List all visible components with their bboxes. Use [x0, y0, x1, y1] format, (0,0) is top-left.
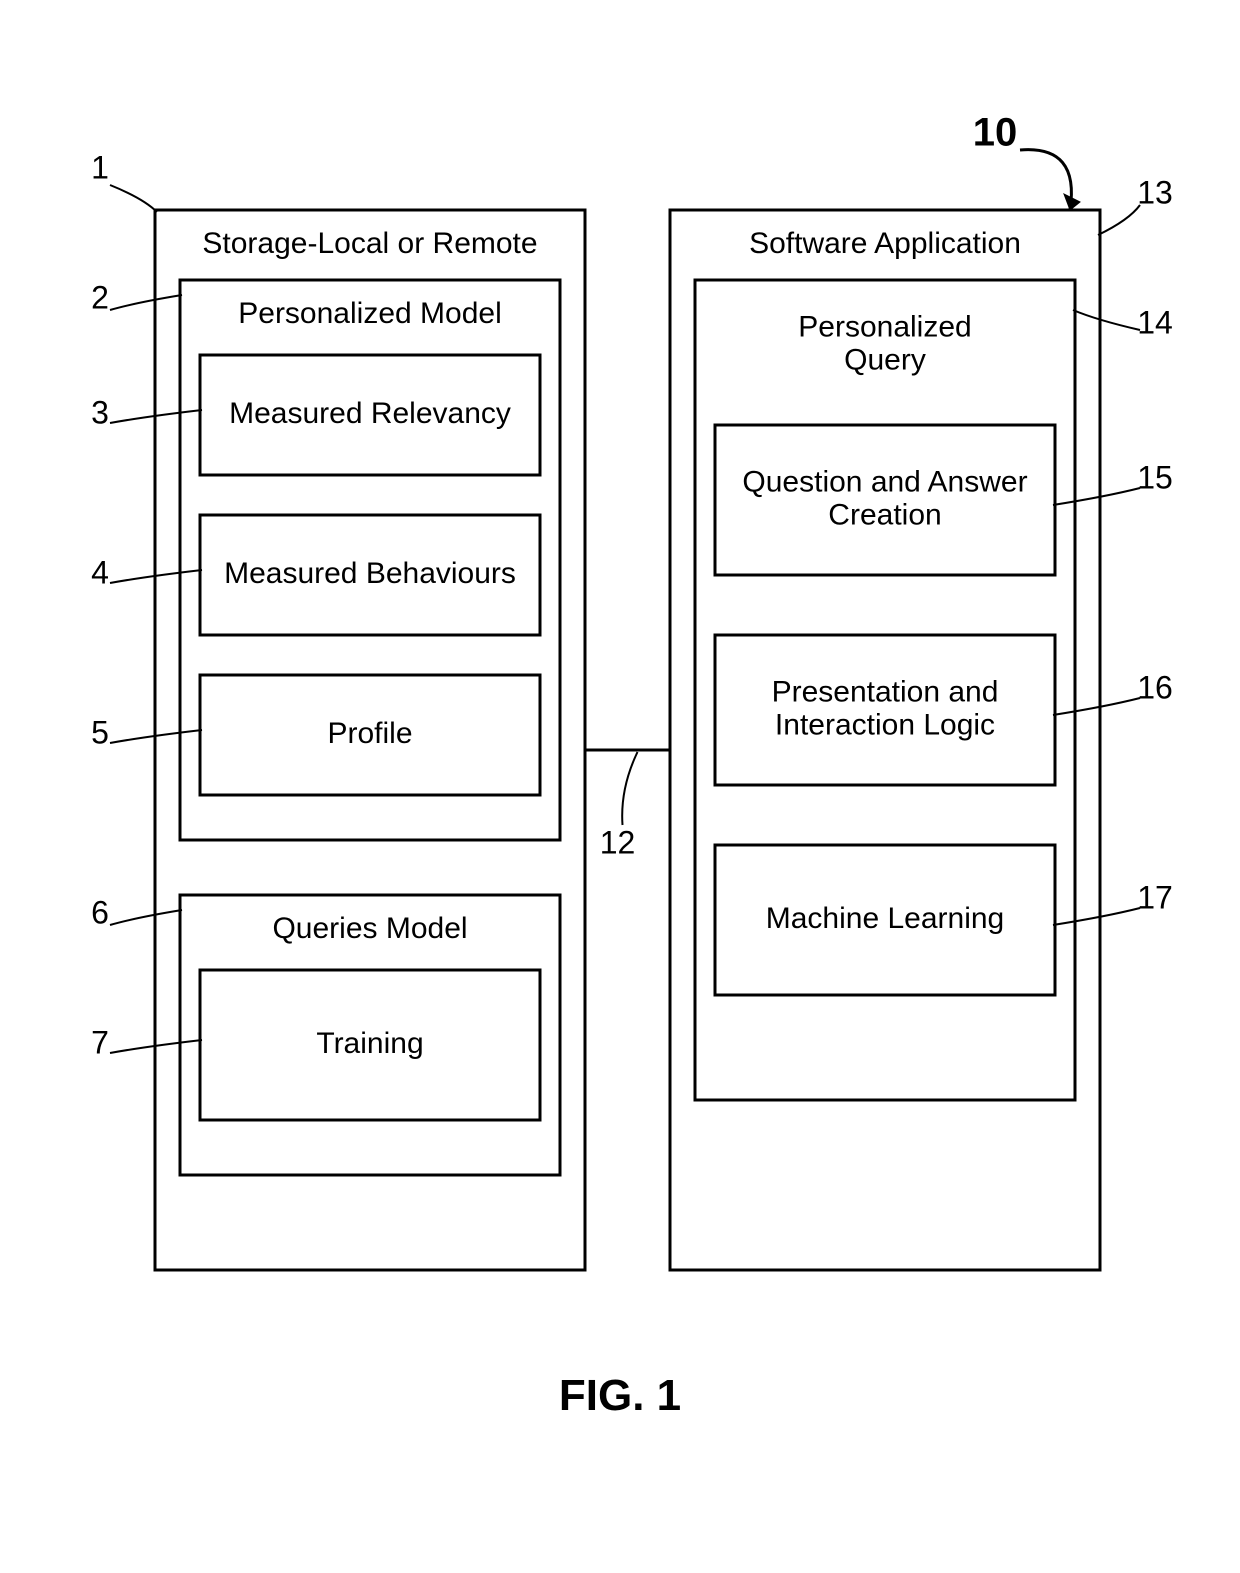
figure-caption: FIG. 1 [559, 1371, 681, 1420]
ref-7: 7 [91, 1024, 109, 1060]
leader-6 [110, 910, 182, 925]
ref-6: 6 [91, 894, 109, 930]
ref-15: 15 [1137, 459, 1173, 495]
leader-14 [1073, 310, 1140, 330]
left-group1-title: Personalized Model [238, 297, 501, 330]
leader-15 [1053, 488, 1140, 505]
ref-4: 4 [91, 554, 109, 590]
leader-13 [1098, 205, 1140, 235]
leader-1 [110, 185, 157, 212]
ref-12: 12 [600, 824, 636, 860]
ref-2: 2 [91, 279, 109, 315]
ref-13: 13 [1137, 174, 1173, 210]
leader-2 [110, 295, 182, 310]
leader-17 [1053, 908, 1140, 925]
leader-16 [1053, 698, 1140, 715]
left-group2-title: Queries Model [272, 912, 467, 945]
leader-12 [622, 752, 637, 825]
ref-16: 16 [1137, 669, 1173, 705]
ref-14: 14 [1137, 304, 1173, 340]
left-g1-label-1: Measured Behaviours [224, 557, 516, 590]
left-g1-label-2: Profile [327, 717, 412, 750]
left-title: Storage-Local or Remote [202, 227, 537, 260]
right-g1-label-0: Question and AnswerCreation [742, 465, 1027, 531]
left-g2-label-0: Training [316, 1027, 423, 1060]
left-g1-label-0: Measured Relevancy [229, 397, 511, 430]
leader-10 [1020, 150, 1071, 210]
right-title: Software Application [749, 227, 1021, 260]
right-group1-title: PersonalizedQuery [798, 310, 971, 376]
ref-10: 10 [973, 111, 1018, 155]
right-g1-label-2: Machine Learning [766, 902, 1005, 935]
ref-5: 5 [91, 714, 109, 750]
right-g1-label-1: Presentation andInteraction Logic [772, 675, 999, 741]
ref-17: 17 [1137, 879, 1173, 915]
ref-3: 3 [91, 394, 109, 430]
ref-1: 1 [91, 149, 109, 185]
